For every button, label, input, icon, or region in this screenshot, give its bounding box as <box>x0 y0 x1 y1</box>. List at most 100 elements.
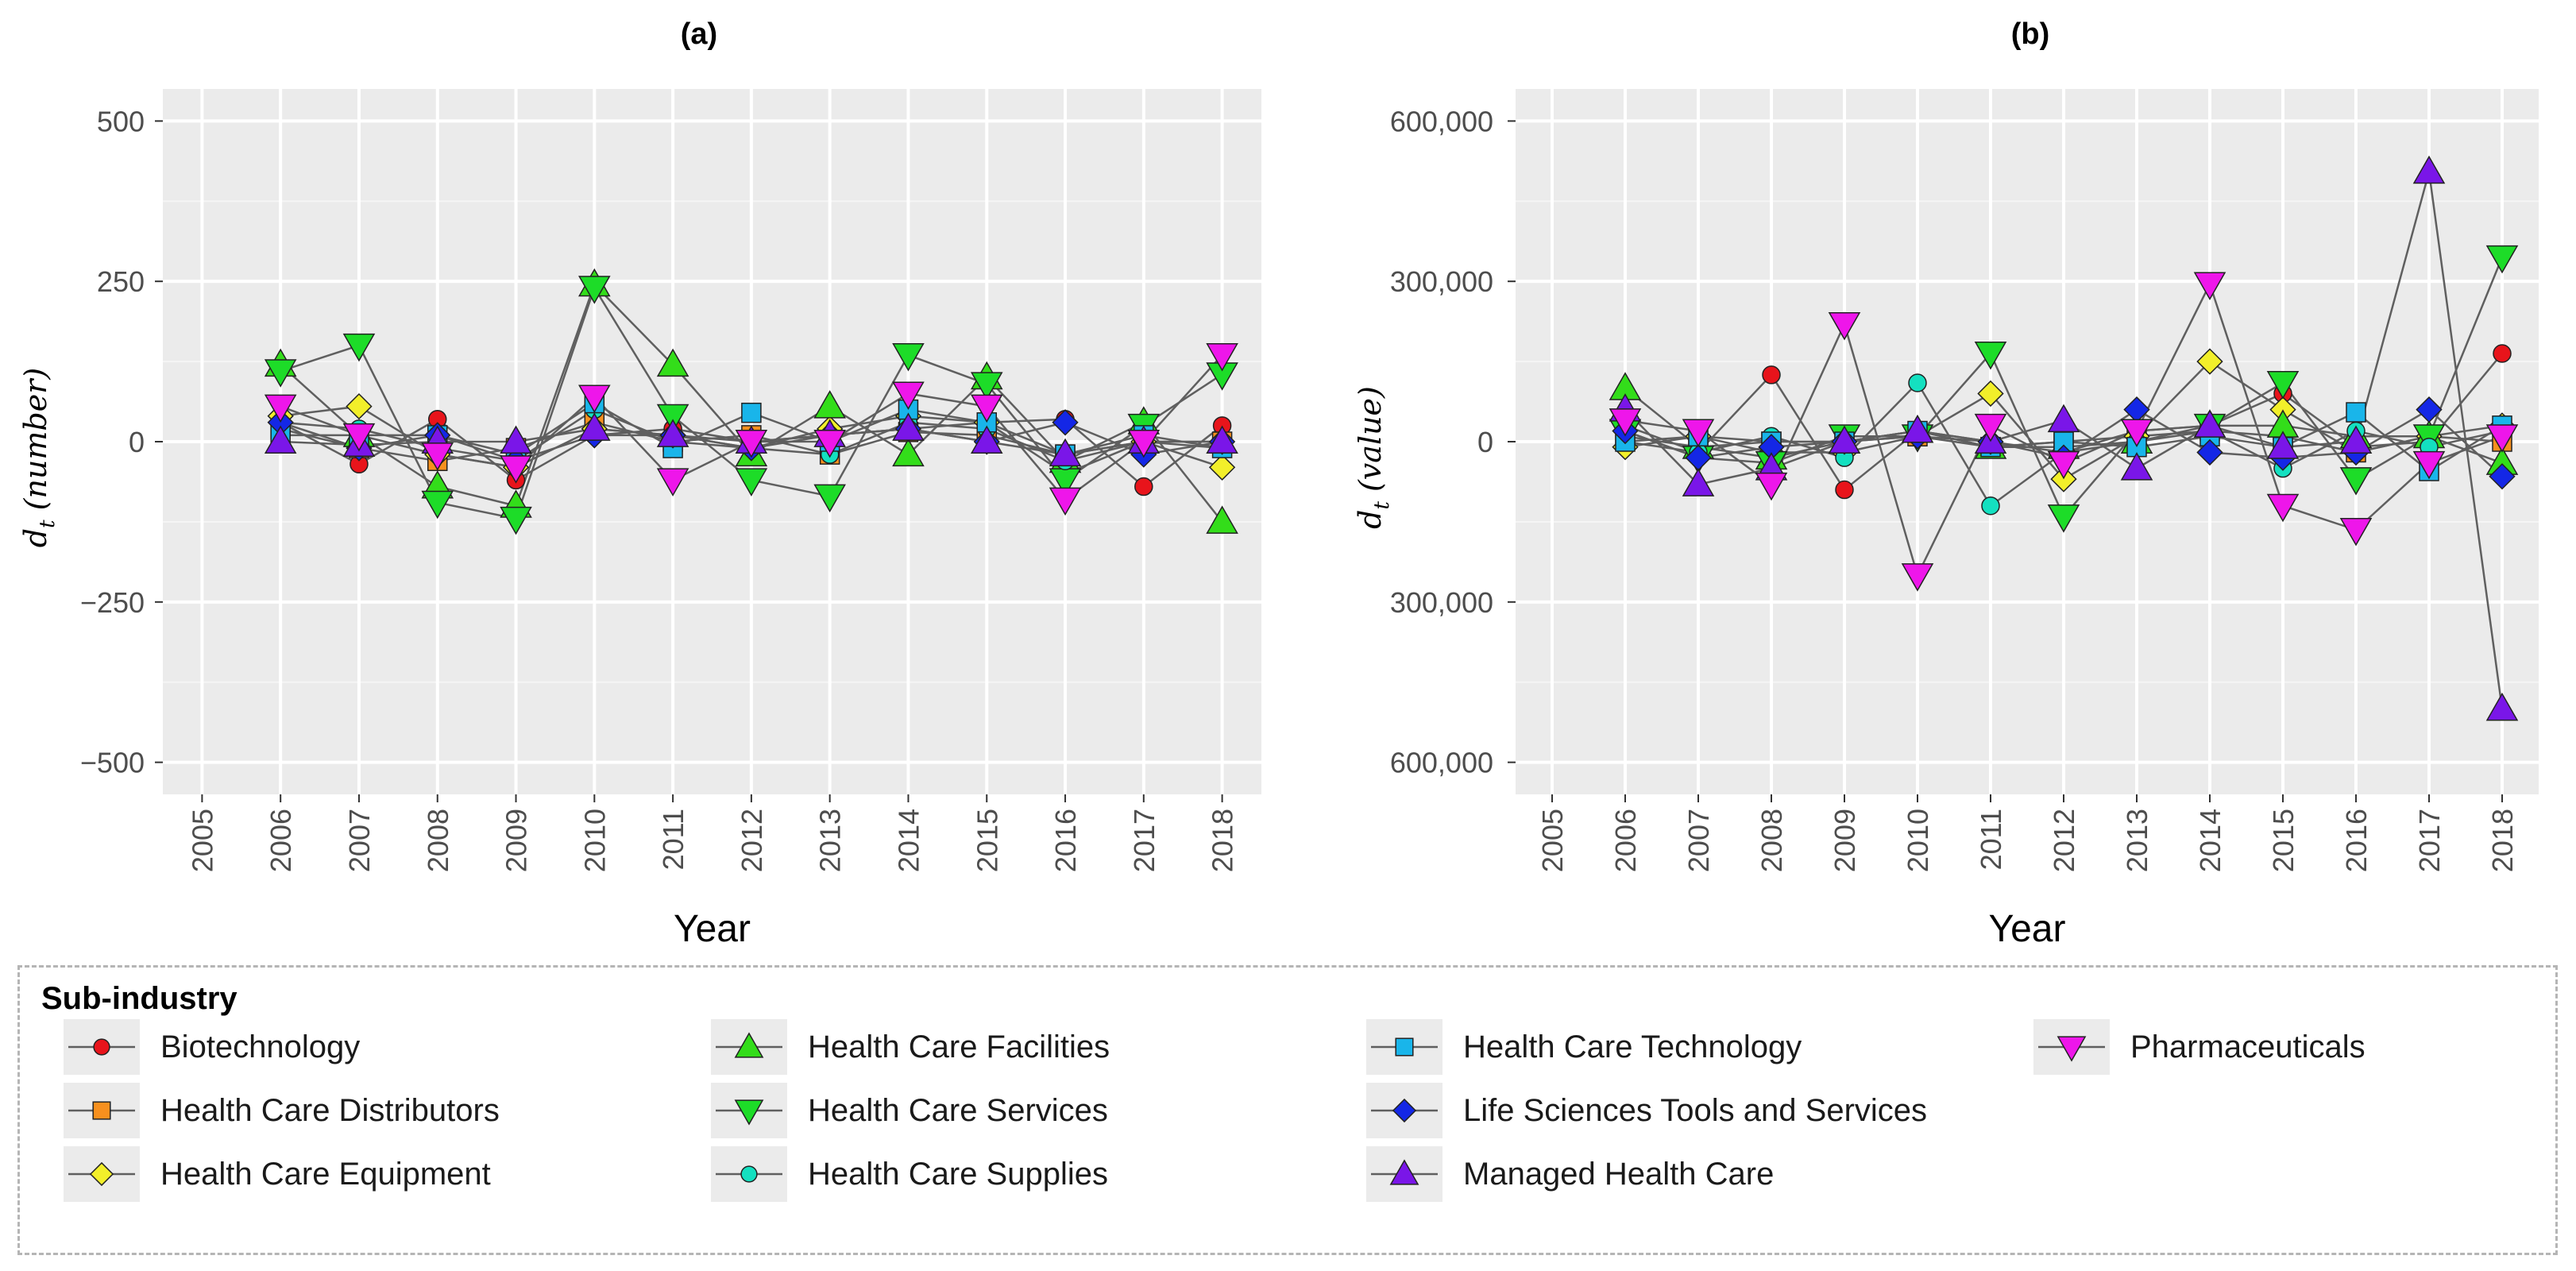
point-health-care-services <box>2485 245 2519 274</box>
point-health-care-equipment <box>2196 348 2223 375</box>
x-tick-label: 2015 <box>971 809 1003 872</box>
point-health-care-equipment <box>1208 454 1236 481</box>
point-managed-health-care <box>2120 452 2153 481</box>
legend-label: Health Care Facilities <box>808 1029 1110 1064</box>
x-tick-label: 2007 <box>1682 809 1715 872</box>
y-tick-label: 300,000 <box>1390 265 1493 298</box>
x-tick-label: 2006 <box>265 809 297 872</box>
legend-title: Sub-industry <box>41 981 238 1016</box>
point-health-care-services <box>578 276 611 304</box>
point-health-care-services <box>421 490 454 520</box>
point-health-care-services <box>2339 467 2373 496</box>
legend-item-health-care-distributors: Health Care Distributors <box>64 1083 500 1138</box>
point-pharmaceuticals <box>2266 493 2300 523</box>
point-pharmaceuticals <box>2047 450 2080 480</box>
point-pharmaceuticals <box>421 442 454 471</box>
point-managed-health-care <box>2339 425 2373 454</box>
legend-key <box>1366 1083 1442 1138</box>
point-pharmaceuticals <box>656 468 689 496</box>
x-tick-label: 2018 <box>2486 809 2519 872</box>
legend-key <box>64 1146 140 1202</box>
legend-marker-health-care-supplies <box>740 1165 758 1183</box>
x-tick-label: 2017 <box>1128 809 1161 872</box>
x-tick-label: 2013 <box>814 809 847 872</box>
legend-label: Pharmaceuticals <box>2130 1029 2366 1064</box>
point-health-care-services <box>342 333 376 362</box>
point-managed-health-care <box>2266 431 2300 459</box>
point-health-care-services <box>892 343 925 372</box>
x-tick-label: 2009 <box>1829 809 1861 872</box>
x-axis-label: Year <box>674 908 751 950</box>
point-health-care-services <box>813 484 846 513</box>
point-pharmaceuticals <box>500 455 532 484</box>
point-health-care-services <box>656 404 689 433</box>
legend-marker-health-care-equipment <box>89 1161 114 1187</box>
point-biotechnology <box>1835 480 1854 500</box>
x-tick-label: 2008 <box>1755 809 1788 872</box>
x-axis-label: Year <box>1989 908 2066 950</box>
point-managed-health-care <box>264 425 297 454</box>
legend-label: Health Care Supplies <box>808 1156 1108 1192</box>
y-axis-label: dt (number) <box>18 368 60 547</box>
x-tick-label: 2017 <box>2413 809 2446 872</box>
point-managed-health-care <box>892 412 925 441</box>
point-biotechnology <box>1762 365 1781 384</box>
x-tick-label: 2009 <box>500 809 533 872</box>
point-pharmaceuticals <box>1609 408 1642 437</box>
point-biotechnology <box>2493 344 2512 363</box>
point-pharmaceuticals <box>2412 450 2446 480</box>
point-pharmaceuticals <box>2120 419 2153 448</box>
panel-a: −500 −250 0 250 500 2005 2006 2007 2008 2009 2010 2… <box>18 17 1261 950</box>
point-health-care-equipment <box>1977 380 2004 408</box>
point-managed-health-care <box>1682 468 1715 496</box>
point-managed-health-care <box>1206 425 1238 454</box>
legend-key <box>64 1083 140 1138</box>
point-health-care-technology <box>2346 402 2366 423</box>
point-pharmaceuticals <box>1974 413 2007 442</box>
y-tick-label: 600,000 <box>1390 105 1493 137</box>
legend-label: Health Care Technology <box>1463 1029 1802 1064</box>
legend-item-pharmaceuticals: Pharmaceuticals <box>2033 1019 2366 1075</box>
x-tick-label: 2008 <box>422 809 454 872</box>
point-life-sciences-tools-and-services <box>1052 409 1079 436</box>
x-tick-label: 2010 <box>578 809 611 872</box>
point-health-care-services <box>264 359 297 388</box>
chart-title: (a) <box>681 17 717 51</box>
x-tick-label: 2015 <box>2267 809 2300 872</box>
point-health-care-services <box>735 468 768 496</box>
point-pharmaceuticals <box>264 394 297 423</box>
point-pharmaceuticals <box>1828 312 1861 341</box>
legend-marker-health-care-facilities <box>734 1032 764 1058</box>
point-health-care-services <box>970 372 1003 400</box>
x-tick-label: 2005 <box>1536 809 1569 872</box>
point-managed-health-care <box>1901 415 1934 443</box>
point-pharmaceuticals <box>342 423 376 452</box>
y-tick-label: 500 <box>97 105 145 137</box>
panel-b: 600,000 300,000 0 300,000 600,000 2005 2006 200… <box>1353 17 2539 950</box>
point-managed-health-care <box>578 412 611 441</box>
point-managed-health-care <box>970 425 1003 454</box>
legend-key <box>64 1019 140 1075</box>
point-health-care-equipment <box>346 392 373 420</box>
x-tick-label: 2012 <box>2048 809 2080 872</box>
y-tick-label: 600,000 <box>1390 747 1493 779</box>
legend-marker-biotechnology <box>93 1038 110 1056</box>
legend-marker-managed-health-care <box>1389 1159 1419 1185</box>
legend-item-biotechnology: Biotechnology <box>64 1019 360 1075</box>
legend-label: Health Care Services <box>808 1092 1108 1128</box>
legend-label: Managed Health Care <box>1463 1156 1775 1192</box>
point-health-care-supplies <box>1981 496 2000 516</box>
legend-item-health-care-supplies: Health Care Supplies <box>711 1146 1108 1202</box>
legend-item-health-care-services: Health Care Services <box>711 1083 1108 1138</box>
point-pharmaceuticals <box>2485 424 2519 453</box>
point-pharmaceuticals <box>2339 518 2373 547</box>
point-health-care-supplies <box>1908 373 1927 392</box>
point-managed-health-care <box>2047 404 2080 433</box>
x-tick-label: 2005 <box>186 809 218 872</box>
x-tick-label: 2016 <box>2340 809 2373 872</box>
x-tick-label: 2007 <box>343 809 376 872</box>
legend-marker-health-care-services <box>734 1099 764 1126</box>
point-pharmaceuticals <box>1127 430 1161 458</box>
x-tick-label: 2011 <box>1975 809 2007 870</box>
point-life-sciences-tools-and-services <box>2489 463 2516 490</box>
